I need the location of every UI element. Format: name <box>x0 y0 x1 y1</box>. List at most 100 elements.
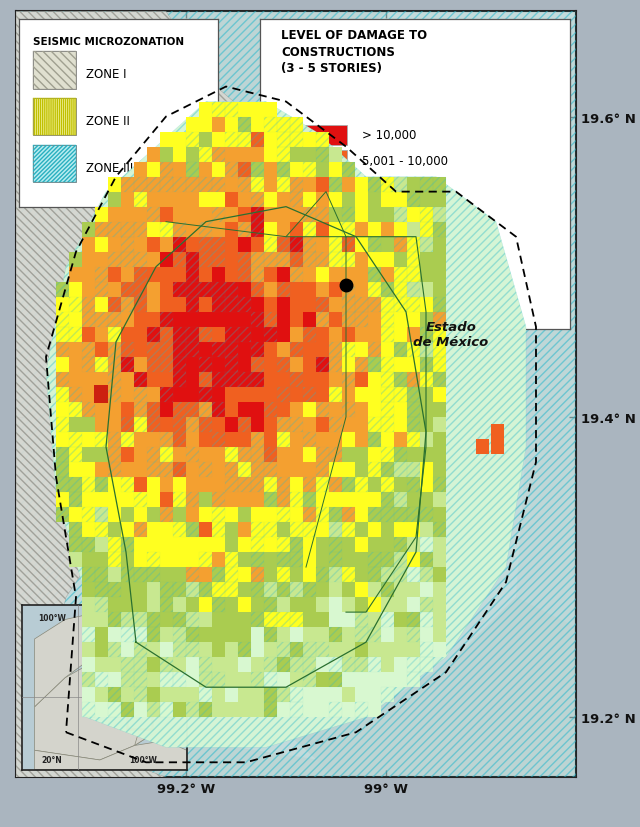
Bar <box>342 282 355 298</box>
Bar <box>316 342 329 357</box>
Bar <box>277 193 290 208</box>
Bar <box>95 433 108 447</box>
Bar <box>108 508 121 523</box>
Bar <box>69 433 82 447</box>
Bar <box>381 657 394 672</box>
Bar <box>251 313 264 327</box>
Bar <box>407 433 420 447</box>
Bar <box>368 418 381 433</box>
Bar <box>160 702 173 717</box>
Bar <box>95 508 108 523</box>
Bar <box>277 252 290 267</box>
Bar <box>251 193 264 208</box>
Bar <box>238 508 251 523</box>
Bar <box>95 282 108 298</box>
Bar <box>407 372 420 387</box>
Bar <box>316 567 329 582</box>
Bar <box>212 433 225 447</box>
Bar <box>407 193 420 208</box>
Bar <box>394 643 407 657</box>
Bar <box>394 372 407 387</box>
Bar <box>251 433 264 447</box>
Bar <box>238 492 251 508</box>
Bar <box>82 508 95 523</box>
Bar <box>95 582 108 597</box>
Bar <box>251 628 264 643</box>
Bar <box>342 208 355 222</box>
Bar <box>433 567 446 582</box>
Bar <box>394 252 407 267</box>
Bar <box>290 523 303 538</box>
Bar <box>303 298 316 313</box>
Bar <box>108 433 121 447</box>
Bar <box>199 147 212 162</box>
Bar <box>173 372 186 387</box>
Bar <box>277 222 290 237</box>
Bar <box>147 178 160 193</box>
Bar <box>264 702 277 717</box>
Bar <box>316 643 329 657</box>
Bar <box>134 193 147 208</box>
Bar <box>212 628 225 643</box>
Bar <box>381 628 394 643</box>
Bar <box>251 103 264 117</box>
Bar <box>420 433 433 447</box>
Bar <box>329 702 342 717</box>
Bar <box>264 252 277 267</box>
Bar <box>342 252 355 267</box>
Bar <box>108 643 121 657</box>
Bar <box>394 612 407 628</box>
Bar <box>420 477 433 492</box>
Bar <box>173 508 186 523</box>
Bar <box>407 628 420 643</box>
Bar <box>212 103 225 117</box>
Bar <box>303 147 316 162</box>
Bar <box>394 267 407 282</box>
Bar <box>433 628 446 643</box>
Bar <box>225 372 238 387</box>
Bar <box>316 357 329 372</box>
Bar <box>212 477 225 492</box>
Bar <box>160 313 173 327</box>
Bar <box>147 447 160 462</box>
Bar <box>108 672 121 687</box>
Bar <box>225 178 238 193</box>
Bar <box>238 477 251 492</box>
Bar <box>225 208 238 222</box>
Bar <box>225 252 238 267</box>
Bar <box>134 418 147 433</box>
Bar <box>251 327 264 342</box>
Bar <box>56 508 69 523</box>
Bar <box>134 313 147 327</box>
Bar <box>433 447 446 462</box>
Bar <box>420 508 433 523</box>
Bar <box>394 342 407 357</box>
Bar <box>420 643 433 657</box>
Bar <box>108 403 121 418</box>
Bar <box>238 327 251 342</box>
Bar <box>69 327 82 342</box>
Bar <box>264 313 277 327</box>
Bar <box>303 643 316 657</box>
Bar <box>303 357 316 372</box>
Bar <box>342 657 355 672</box>
Bar <box>199 477 212 492</box>
Bar <box>121 552 134 567</box>
Bar <box>329 477 342 492</box>
Bar <box>121 643 134 657</box>
Bar <box>108 552 121 567</box>
Bar <box>199 178 212 193</box>
Bar <box>199 252 212 267</box>
Bar <box>186 612 199 628</box>
Bar <box>381 508 394 523</box>
Bar <box>368 552 381 567</box>
Bar <box>342 313 355 327</box>
Bar <box>238 132 251 147</box>
Bar <box>212 208 225 222</box>
Bar <box>303 313 316 327</box>
Bar <box>433 357 446 372</box>
Bar <box>303 208 316 222</box>
Bar <box>199 222 212 237</box>
Bar <box>121 222 134 237</box>
Bar <box>251 552 264 567</box>
